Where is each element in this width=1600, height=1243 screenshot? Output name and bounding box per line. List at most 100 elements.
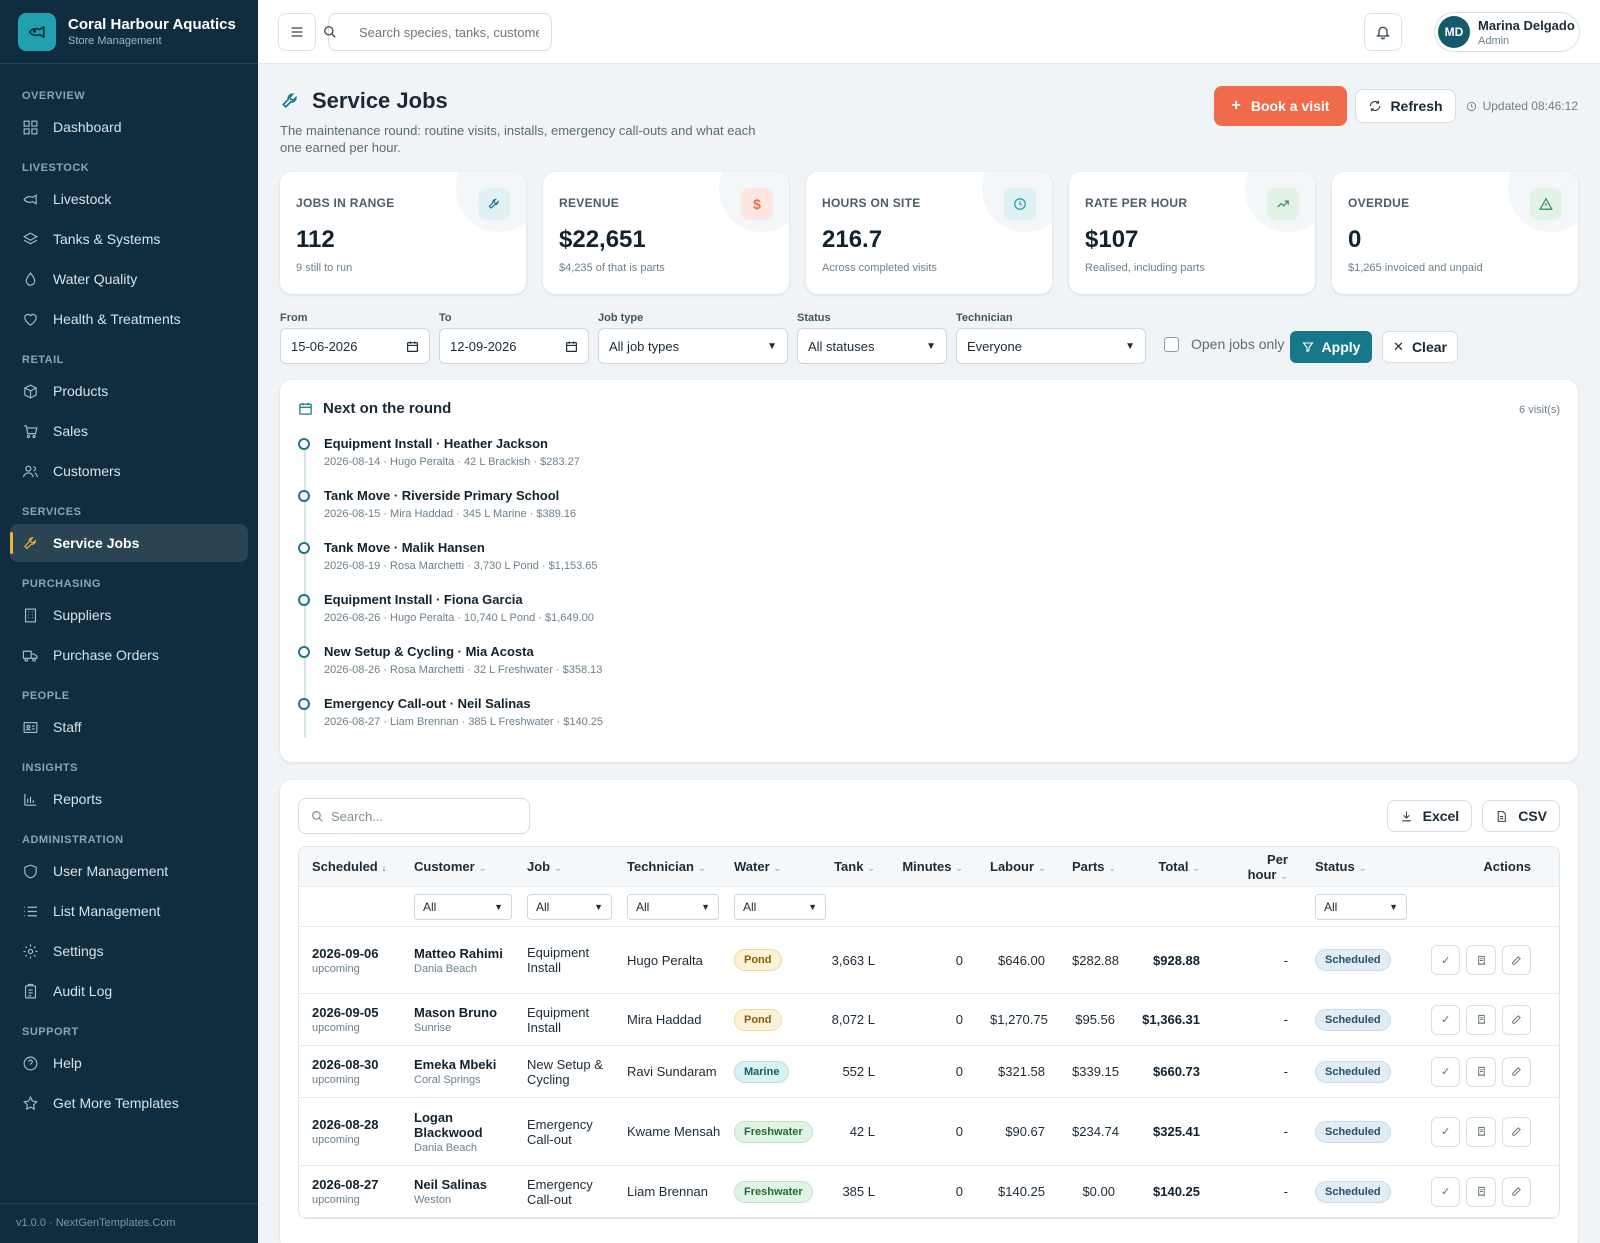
cell-job: Equipment Install: [527, 945, 590, 975]
technician-filter-select[interactable]: All ▼: [627, 893, 719, 920]
invoice-button[interactable]: [1466, 1116, 1496, 1147]
sidebar-item-suppliers[interactable]: Suppliers: [10, 596, 248, 634]
table-row[interactable]: 2026-08-28 upcoming Logan Blackwood Dania …: [299, 1098, 1559, 1166]
col-labour[interactable]: Labour ⌄: [977, 859, 1059, 874]
col-job[interactable]: Job ⌄: [514, 859, 614, 874]
invoice-button[interactable]: [1466, 945, 1496, 975]
open-only-toggle[interactable]: Open jobs only: [1164, 336, 1284, 352]
col-tank[interactable]: Tank ⌄: [817, 859, 889, 874]
sidebar-item-tanks[interactable]: Tanks & Systems: [10, 220, 248, 258]
col-label: Parts: [1072, 859, 1105, 874]
invoice-button[interactable]: [1466, 1004, 1496, 1035]
col-total[interactable]: Total ⌄: [1129, 859, 1214, 874]
edit-button[interactable]: [1501, 1056, 1531, 1087]
col-minutes[interactable]: Minutes ⌄: [889, 859, 977, 874]
scheduled-when: upcoming: [312, 1074, 360, 1086]
table-row[interactable]: 2026-09-05 upcoming Mason Bruno Sunrise Eq…: [299, 994, 1559, 1046]
col-status[interactable]: Status ⌄: [1302, 859, 1412, 874]
customer-name[interactable]: Matteo Rahimi: [414, 945, 503, 961]
sidebar-item-templates[interactable]: Get More Templates: [10, 1084, 248, 1122]
refresh-icon: [1370, 100, 1381, 112]
export-csv-button[interactable]: CSV: [1482, 800, 1560, 832]
export-excel-button[interactable]: Excel: [1386, 800, 1473, 832]
table-row[interactable]: 2026-09-06 upcoming Matteo Rahimi Dania Be…: [299, 927, 1559, 994]
table-row[interactable]: 2026-08-27 upcoming Neil Salinas Weston Em…: [299, 1166, 1559, 1218]
water-filter-select[interactable]: All ▼: [734, 893, 826, 920]
open-only-checkbox[interactable]: [1164, 336, 1179, 352]
customer-name[interactable]: Mason Bruno: [414, 1005, 498, 1020]
bar-chart-icon: [24, 793, 37, 806]
to-date-field[interactable]: 12-09-2026: [439, 328, 589, 364]
sidebar-item-customers[interactable]: Customers: [10, 452, 248, 490]
chevron-down-icon: ▼: [926, 340, 936, 352]
sidebar-item-list-management[interactable]: List Management: [10, 892, 248, 930]
sidebar-item-staff[interactable]: Staff: [10, 708, 248, 746]
status-select[interactable]: All statuses ▼: [797, 328, 947, 364]
sidebar-item-help[interactable]: Help: [10, 1044, 248, 1082]
nav-section-retail: RETAIL: [22, 354, 64, 366]
sidebar-item-purchase-orders[interactable]: Purchase Orders: [10, 636, 248, 674]
timeline-item[interactable]: New Setup & Cycling · Mia Acosta 2026-08-…: [298, 644, 603, 696]
sidebar-item-water-quality[interactable]: Water Quality: [10, 260, 248, 298]
nav-section-overview: OVERVIEW: [22, 90, 86, 102]
sidebar-item-sales[interactable]: Sales: [10, 412, 248, 450]
topbar: MD Marina Delgado Admin: [258, 0, 1600, 64]
from-date-field[interactable]: 15-06-2026: [280, 328, 430, 364]
job-filter-select[interactable]: All ▼: [527, 893, 612, 920]
complete-button[interactable]: ✓: [1431, 945, 1461, 975]
sidebar-item-reports[interactable]: Reports: [10, 780, 248, 818]
global-search[interactable]: [324, 13, 552, 51]
complete-button[interactable]: ✓: [1431, 1056, 1461, 1087]
job-type-select[interactable]: All job types ▼: [598, 328, 788, 364]
complete-button[interactable]: ✓: [1431, 1176, 1461, 1207]
edit-button[interactable]: [1501, 1176, 1531, 1207]
refresh-button[interactable]: Refresh: [1355, 89, 1456, 123]
timeline-item[interactable]: Equipment Install · Heather Jackson 2026-…: [298, 436, 603, 488]
col-customer[interactable]: Customer ⌄: [401, 859, 514, 874]
edit-button[interactable]: [1501, 1116, 1531, 1147]
col-scheduled[interactable]: Scheduled ↓: [299, 859, 401, 874]
customer-name[interactable]: Emeka Mbeki: [414, 1057, 497, 1072]
cell-per-hour: -: [1283, 1064, 1288, 1079]
customer-name[interactable]: Logan Blackwood: [414, 1109, 483, 1140]
technician-label: Technician: [956, 312, 1013, 324]
col-per-hour[interactable]: Per hour ⌄: [1214, 852, 1302, 882]
invoice-button[interactable]: [1466, 1176, 1496, 1207]
sidebar-item-livestock[interactable]: Livestock: [10, 180, 248, 218]
invoice-button[interactable]: [1466, 1056, 1496, 1087]
col-technician[interactable]: Technician ⌄: [614, 859, 721, 874]
technician-select[interactable]: Everyone ▼: [956, 328, 1146, 364]
complete-button[interactable]: ✓: [1431, 1116, 1461, 1147]
apply-button[interactable]: Apply: [1290, 331, 1372, 363]
status-filter-select[interactable]: All ▼: [1315, 893, 1407, 920]
customer-name[interactable]: Neil Salinas: [414, 1177, 487, 1192]
customer-filter-select[interactable]: All ▼: [414, 893, 512, 920]
col-water[interactable]: Water ⌄: [721, 859, 817, 874]
sidebar-item-health[interactable]: Health & Treatments: [10, 300, 248, 338]
clear-button[interactable]: ✕ Clear: [1382, 331, 1458, 363]
timeline-item[interactable]: Equipment Install · Fiona Garcia 2026-08-…: [298, 592, 603, 644]
status-badge: Scheduled: [1315, 1008, 1391, 1031]
sidebar-item-service-jobs[interactable]: Service Jobs: [10, 524, 248, 562]
timeline-item[interactable]: Emergency Call-out · Neil Salinas 2026-08…: [298, 696, 603, 748]
customer-city: Dania Beach: [414, 962, 477, 975]
notifications-button[interactable]: [1364, 13, 1402, 51]
timeline-item[interactable]: Tank Move · Riverside Primary School 2026…: [298, 488, 603, 540]
sidebar-item-products[interactable]: Products: [10, 372, 248, 410]
sidebar-item-user-management[interactable]: User Management: [10, 852, 248, 890]
sidebar-item-audit-log[interactable]: Audit Log: [10, 972, 248, 1010]
edit-button[interactable]: [1501, 1004, 1531, 1035]
table-row[interactable]: 2026-08-30 upcoming Emeka Mbeki Coral Spri…: [299, 1046, 1559, 1098]
user-menu[interactable]: MD Marina Delgado Admin: [1434, 12, 1580, 52]
timeline-item[interactable]: Tank Move · Malik Hansen 2026-08-19 · Ros…: [298, 540, 603, 592]
book-visit-button[interactable]: + Book a visit: [1213, 86, 1348, 126]
menu-button[interactable]: [278, 13, 316, 51]
edit-button[interactable]: [1501, 945, 1531, 975]
col-parts[interactable]: Parts ⌄: [1059, 859, 1129, 874]
brand[interactable]: Coral Harbour Aquatics Store Management: [0, 0, 258, 64]
complete-button[interactable]: ✓: [1431, 1004, 1461, 1035]
sidebar-item-settings[interactable]: Settings: [10, 932, 248, 970]
search-input[interactable]: [359, 24, 539, 40]
sidebar-item-dashboard[interactable]: Dashboard: [10, 108, 248, 146]
table-search-input[interactable]: Search...: [298, 798, 530, 834]
